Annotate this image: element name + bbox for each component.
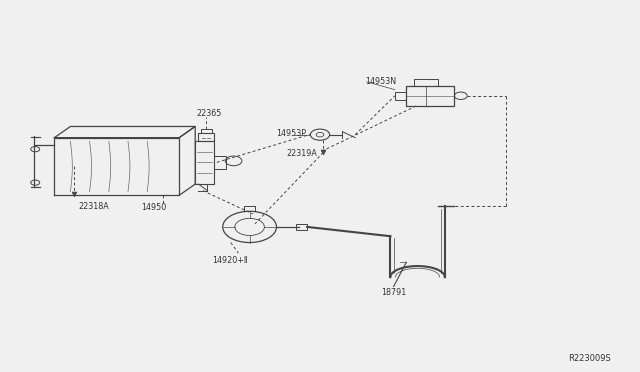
Text: 14920+Ⅱ: 14920+Ⅱ <box>212 256 248 265</box>
Bar <box>244 206 255 211</box>
Text: 14953P: 14953P <box>276 129 307 138</box>
Text: 14953N: 14953N <box>365 77 396 86</box>
Bar <box>395 92 406 100</box>
Text: R223009S: R223009S <box>568 355 611 363</box>
Bar <box>413 79 438 86</box>
Bar <box>198 133 214 141</box>
Text: 18791: 18791 <box>381 288 406 297</box>
Bar <box>195 141 214 184</box>
Bar <box>201 129 212 133</box>
Bar <box>214 156 226 169</box>
Text: 22318A: 22318A <box>79 202 109 211</box>
Text: 22365: 22365 <box>196 109 222 118</box>
Text: 22319A: 22319A <box>286 149 317 158</box>
Bar <box>296 224 307 230</box>
Text: 14950: 14950 <box>141 203 166 212</box>
Bar <box>406 86 454 106</box>
